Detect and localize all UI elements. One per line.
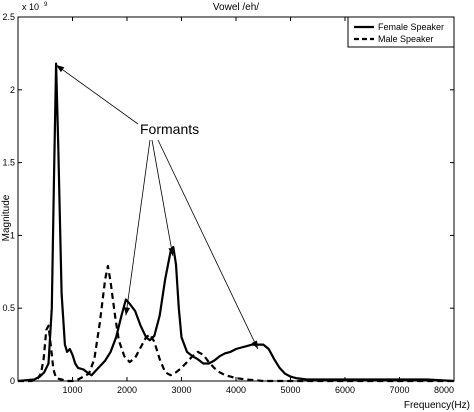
plot-frame (17, 16, 455, 382)
y-tick-label: 0 (10, 376, 15, 386)
legend-female-label: Female Speaker (378, 22, 444, 32)
chart-title: Vowel /eh/ (213, 2, 259, 13)
y-tick-label: 2.5 (2, 12, 15, 22)
x-tick-label: 8000 (434, 385, 454, 395)
formant-arrowhead (124, 307, 130, 316)
formant-arrow-line (55, 64, 139, 125)
y-multiplier: x 10 (22, 2, 39, 12)
y-tick-label: 1 (10, 230, 15, 240)
x-tick-label: 2000 (117, 385, 137, 395)
y-tick-label: 2 (10, 85, 15, 95)
y-tick-label: 0.5 (2, 303, 15, 313)
x-axis-label: Frequency(Hz) (404, 400, 470, 411)
formant-arrowhead (56, 65, 65, 73)
legend: Female Speaker Male Speaker (347, 16, 455, 48)
y-tick-label: 1.5 (2, 158, 15, 168)
x-tick-label: 4000 (226, 385, 246, 395)
x-tick-label: 6000 (335, 385, 355, 395)
x-tick-label: 3000 (171, 385, 191, 395)
legend-male-label: Male Speaker (378, 34, 434, 44)
legend-box (347, 16, 455, 48)
series-line-male (18, 264, 454, 383)
x-tick-label: 1000 (62, 385, 82, 395)
y-exponent: 9 (44, 2, 48, 8)
x-tick-label: 7000 (389, 385, 409, 395)
x-tick-label: 5000 (280, 385, 300, 395)
y-axis-label: Magnitude (1, 194, 12, 241)
formants-annotation: Formants (140, 121, 199, 137)
series-line-female (17, 62, 455, 383)
formant-arrow-line (125, 139, 151, 316)
formant-arrow-line (151, 139, 174, 256)
formant-arrow-line (157, 139, 259, 350)
